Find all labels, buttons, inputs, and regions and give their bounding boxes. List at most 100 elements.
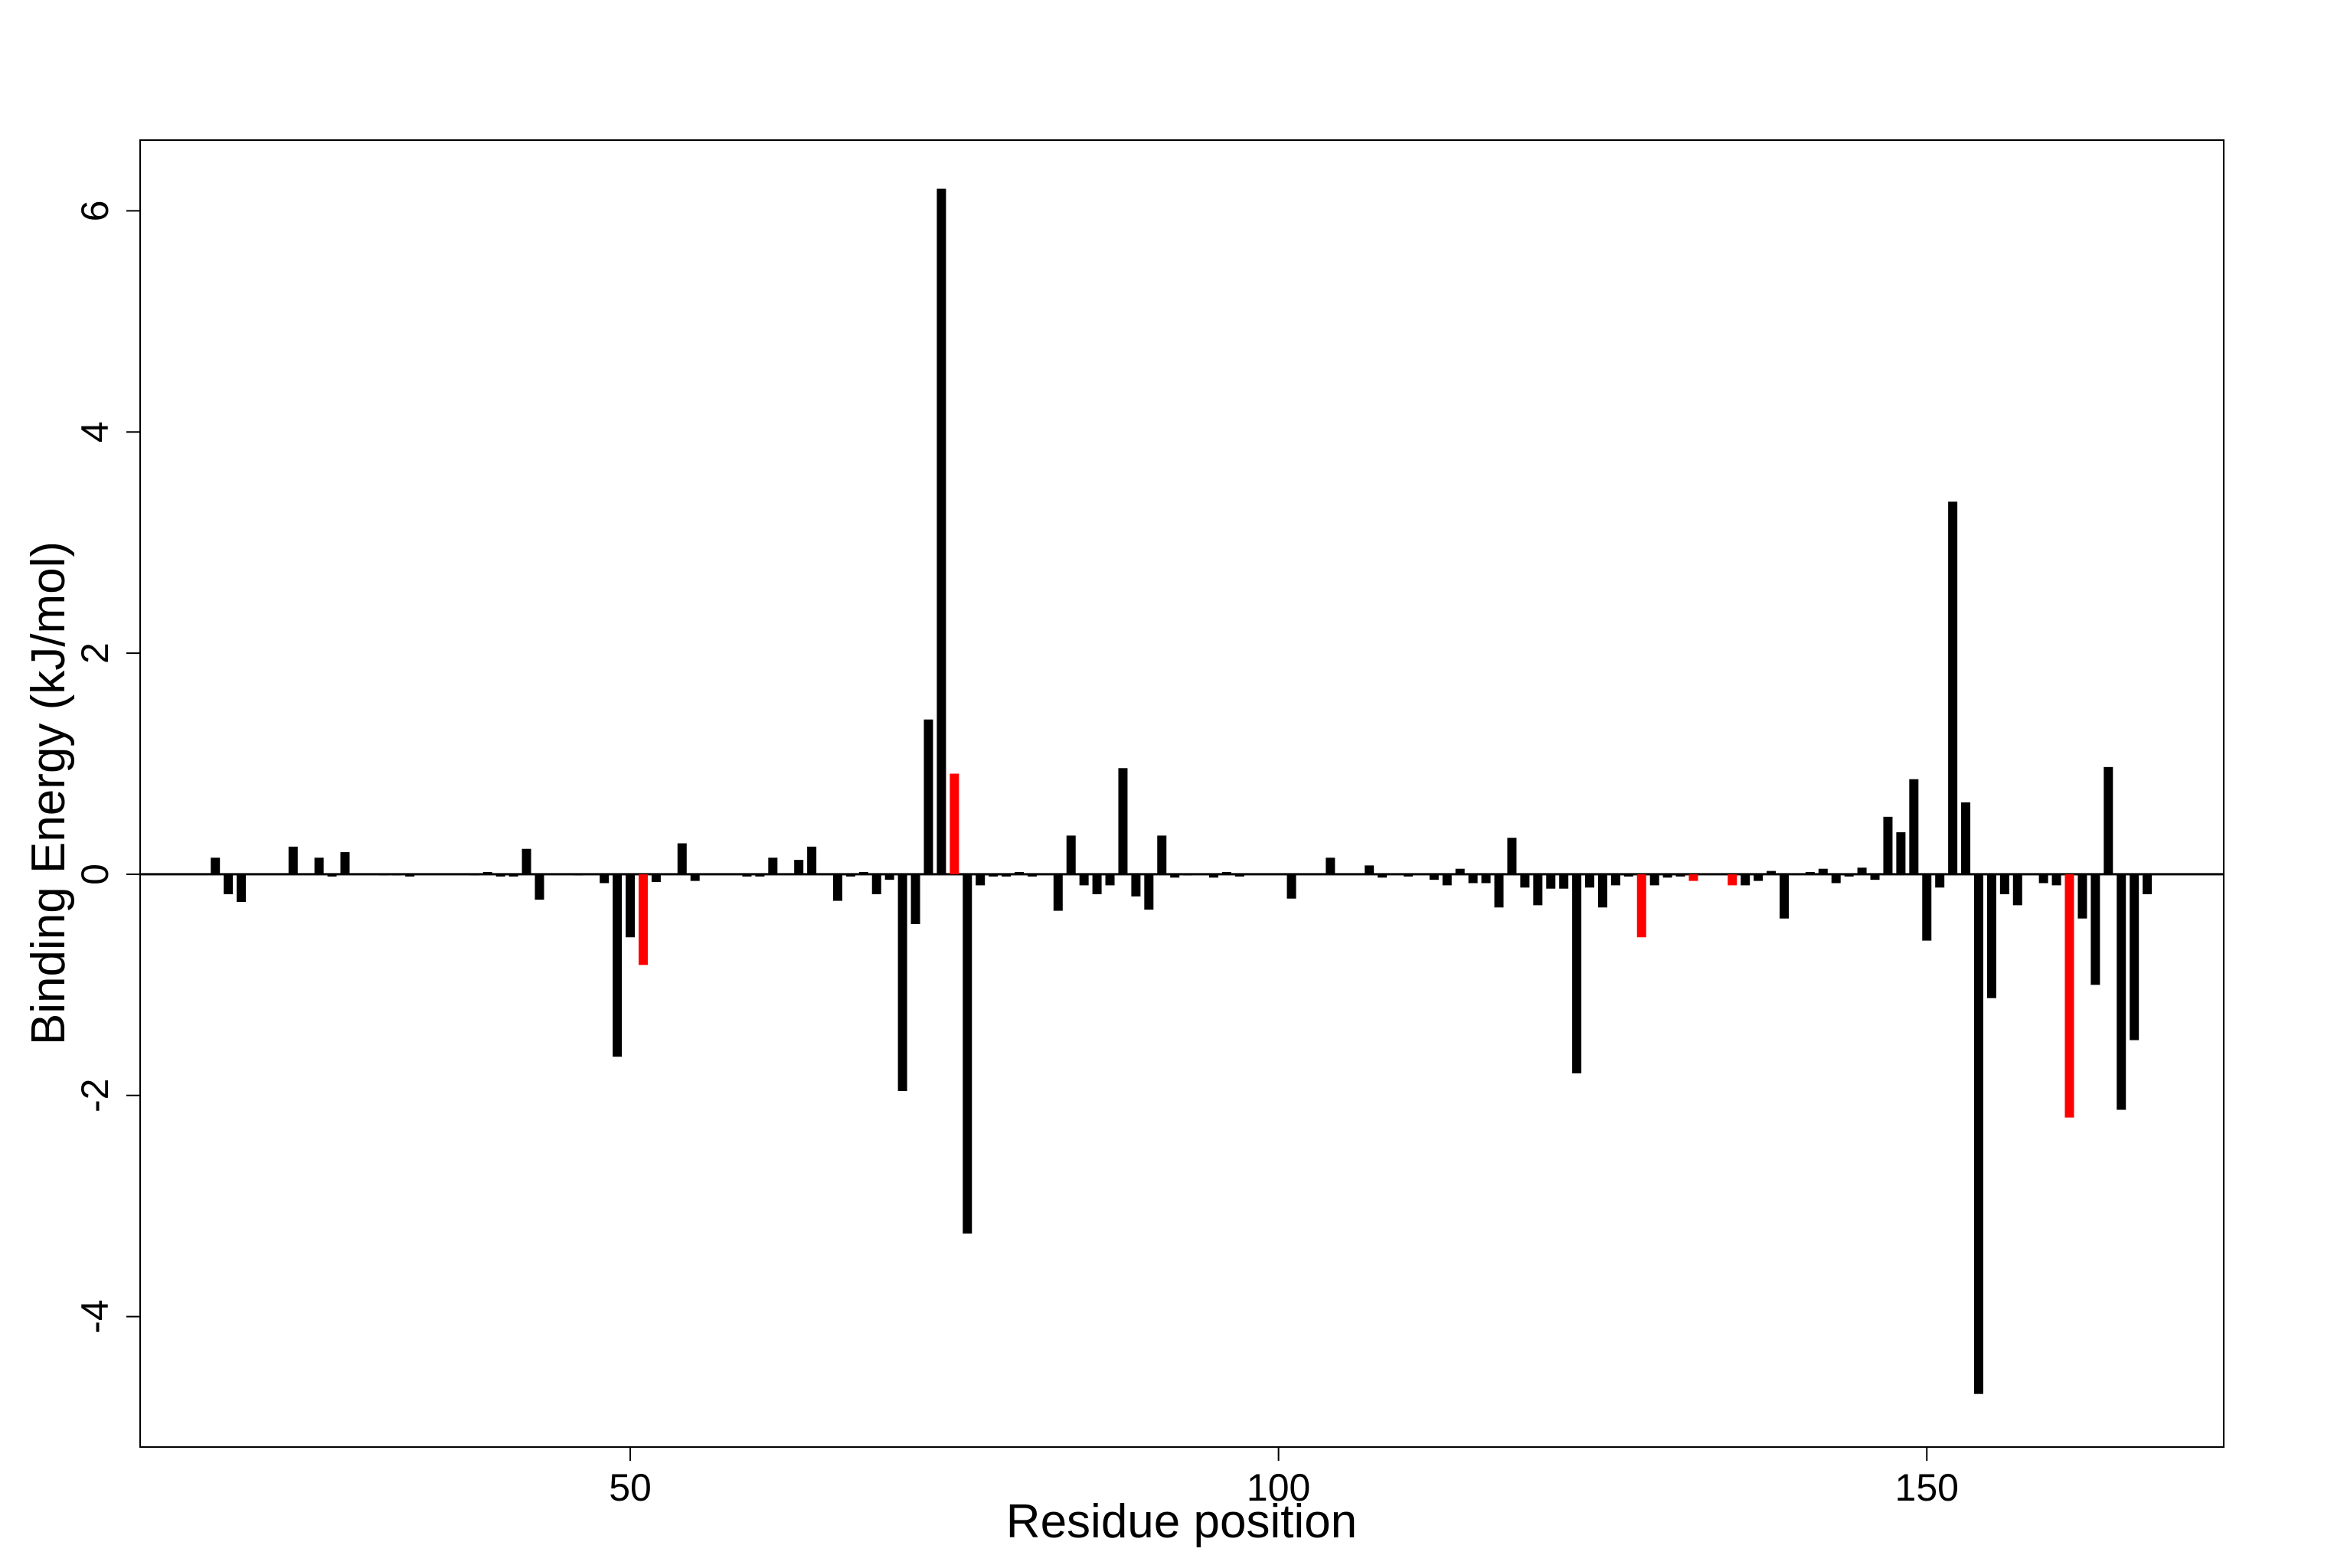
- bar: [1339, 874, 1348, 875]
- bar: [237, 874, 247, 903]
- bar: [755, 874, 765, 877]
- bar: [1066, 835, 1076, 874]
- bar: [456, 874, 466, 875]
- bar: [807, 846, 817, 874]
- bar: [1520, 874, 1530, 888]
- bar: [1961, 802, 1971, 874]
- bar: [574, 874, 584, 876]
- bar: [1391, 874, 1401, 875]
- bar: [353, 874, 363, 875]
- bar: [638, 874, 648, 965]
- bar: [405, 874, 415, 877]
- bar: [1326, 858, 1335, 874]
- bar: [2104, 766, 2113, 874]
- bar: [548, 874, 557, 875]
- bar: [521, 848, 531, 874]
- bar: [1429, 874, 1439, 880]
- bar: [1533, 874, 1543, 906]
- bar: [1312, 874, 1322, 875]
- bar: [871, 874, 881, 894]
- bar: [1053, 874, 1063, 911]
- bar: [1999, 874, 2009, 894]
- y-axis-title: Binding Energy (kJ/mol): [22, 541, 75, 1045]
- bar: [366, 874, 376, 875]
- bar: [1221, 872, 1231, 874]
- bar: [1403, 874, 1413, 877]
- bar: [250, 874, 260, 875]
- bar: [910, 874, 920, 924]
- bar: [301, 874, 311, 875]
- bar: [379, 874, 389, 876]
- bar: [1909, 779, 1919, 874]
- bar: [469, 874, 479, 876]
- bar: [1079, 874, 1089, 886]
- bar: [288, 846, 298, 874]
- bar: [1767, 871, 1777, 874]
- bar: [1728, 874, 1737, 886]
- bar: [1818, 868, 1828, 874]
- bar: [626, 874, 636, 938]
- bar: [1610, 874, 1620, 886]
- bar: [989, 874, 999, 877]
- y-tick-label: 0: [74, 864, 116, 885]
- bar: [729, 874, 739, 875]
- bar: [1247, 874, 1257, 875]
- bar: [1183, 874, 1193, 876]
- bar: [1831, 874, 1841, 884]
- bar: [2051, 874, 2061, 886]
- bar: [1196, 874, 1206, 875]
- bar: [923, 719, 933, 874]
- bar: [2143, 874, 2153, 894]
- bar: [832, 874, 842, 901]
- bar: [781, 874, 791, 875]
- x-axis-title: Residue position: [1006, 1495, 1357, 1548]
- bar: [1378, 874, 1388, 878]
- bar: [340, 852, 350, 874]
- bar: [1572, 874, 1582, 1073]
- bar: [1986, 874, 1996, 998]
- bar: [2130, 874, 2140, 1040]
- bar: [703, 874, 713, 875]
- bar: [1040, 874, 1050, 875]
- bar: [1675, 874, 1685, 877]
- bar: [2038, 874, 2048, 884]
- bar: [1208, 874, 1218, 878]
- y-tick-label: 2: [74, 642, 116, 664]
- bar: [1144, 874, 1154, 910]
- bar: [1844, 874, 1854, 877]
- bar: [224, 874, 234, 894]
- bar: [1468, 874, 1478, 884]
- bar: [2012, 874, 2022, 906]
- bar: [314, 858, 324, 874]
- y-tick-label: 6: [74, 201, 116, 222]
- bar: [1002, 874, 1012, 877]
- bar: [2064, 874, 2074, 1118]
- bar: [1636, 874, 1646, 938]
- bar: [561, 874, 570, 875]
- bar: [2025, 874, 2035, 875]
- bar: [1623, 874, 1633, 877]
- bar: [858, 872, 868, 874]
- bar: [690, 874, 700, 881]
- bar: [1805, 872, 1815, 874]
- bar: [275, 874, 285, 875]
- bar: [1701, 874, 1711, 875]
- bar: [1585, 874, 1595, 888]
- bar: [1870, 874, 1880, 880]
- bar: [976, 874, 986, 886]
- bar: [495, 874, 505, 877]
- bar: [1455, 868, 1465, 874]
- bar: [1092, 874, 1102, 894]
- bar: [587, 874, 597, 875]
- bar: [2090, 874, 2100, 985]
- y-tick-label: -4: [74, 1299, 116, 1333]
- bar: [1365, 865, 1375, 874]
- bar: [613, 874, 623, 1057]
- bar: [651, 874, 661, 883]
- bar: [1286, 874, 1296, 899]
- bar: [1754, 874, 1764, 881]
- bar: [443, 874, 453, 875]
- x-tick-label: 150: [1895, 1466, 1959, 1509]
